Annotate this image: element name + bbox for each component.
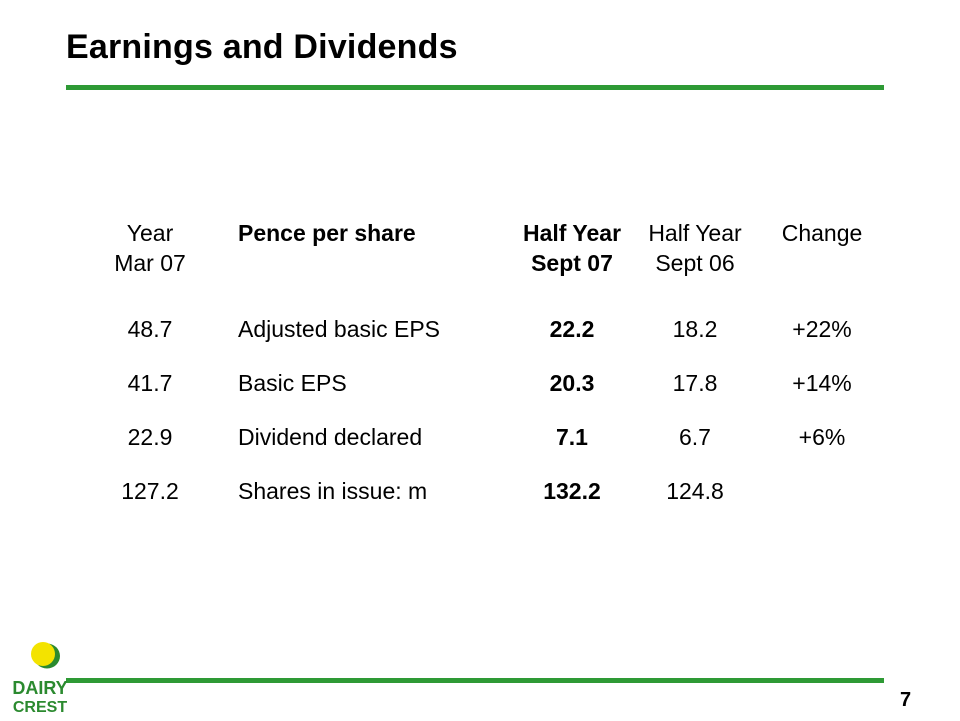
header-previous: Half Year Sept 06: [648, 220, 742, 276]
cell-current: 132.2: [543, 478, 601, 504]
cell-label: Shares in issue: m: [238, 478, 428, 504]
cell-current: 7.1: [556, 424, 588, 450]
logo-text-dairy: DAIRY: [12, 678, 67, 698]
cell-year: 48.7: [127, 316, 173, 342]
page-number: 7: [900, 689, 912, 711]
table-header-row: Year Mar 07 Pence per share Half Year Se…: [100, 218, 882, 314]
cell-previous: 6.7: [679, 424, 711, 450]
dairy-crest-logo-icon: DAIRY CREST: [12, 642, 68, 716]
earnings-table: Year Mar 07 Pence per share Half Year Se…: [100, 218, 882, 530]
title-underline: [66, 85, 884, 90]
header-current: Half Year Sept 07: [522, 220, 622, 276]
table-row: 127.2 Shares in issue: m 132.2 124.8: [100, 476, 882, 530]
header-label: Pence per share: [238, 220, 416, 246]
cell-change: [762, 476, 882, 530]
cell-year: 127.2: [121, 478, 179, 504]
slide-title: Earnings and Dividends: [66, 28, 458, 66]
cell-label: Basic EPS: [238, 370, 347, 396]
header-change: Change: [781, 220, 863, 246]
cell-change: +22%: [792, 316, 852, 342]
cell-current: 20.3: [549, 370, 595, 396]
cell-change: +14%: [792, 370, 852, 396]
cell-year: 41.7: [127, 370, 173, 396]
cell-label: Adjusted basic EPS: [238, 316, 441, 342]
cell-change: +6%: [798, 424, 846, 450]
table-row: 22.9 Dividend declared 7.1 6.7 +6%: [100, 422, 882, 476]
table-row: 48.7 Adjusted basic EPS 22.2 18.2 +22%: [100, 314, 882, 368]
cell-previous: 124.8: [666, 478, 724, 504]
logo-text-crest: CREST: [13, 699, 67, 716]
cell-previous: 17.8: [672, 370, 718, 396]
footer-rule: [66, 678, 884, 683]
dairy-crest-logo: DAIRY CREST: [6, 636, 74, 716]
header-year: Year Mar 07: [114, 220, 186, 276]
cell-previous: 18.2: [672, 316, 718, 342]
cell-current: 22.2: [549, 316, 595, 342]
cell-label: Dividend declared: [238, 424, 423, 450]
cell-year: 22.9: [127, 424, 173, 450]
table-row: 41.7 Basic EPS 20.3 17.8 +14%: [100, 368, 882, 422]
